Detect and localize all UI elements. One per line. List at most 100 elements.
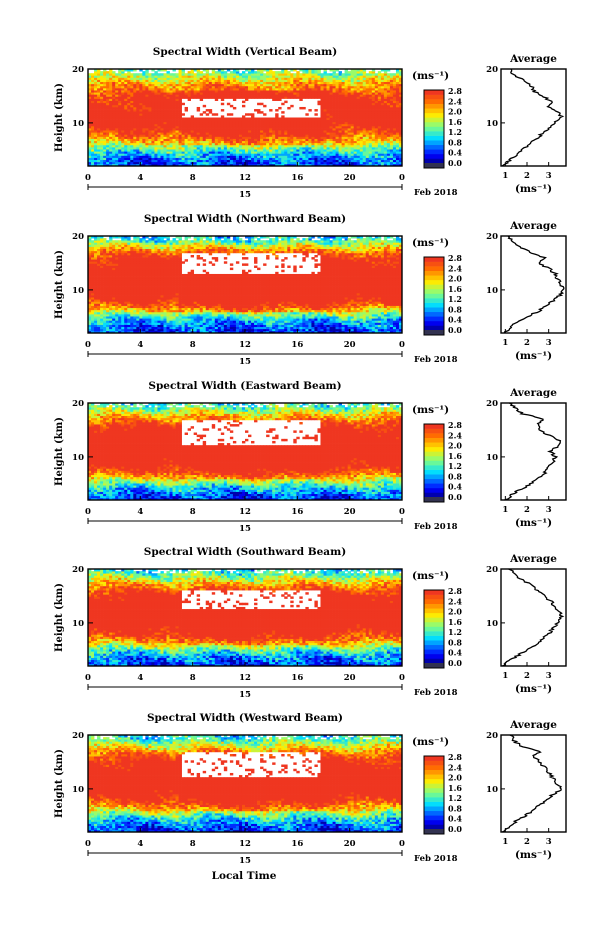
heatmap-cell (339, 101, 342, 103)
x-tick-label: 12 (239, 173, 251, 183)
heatmap-cell (366, 122, 369, 124)
heatmap-cell (142, 107, 145, 109)
heatmap-cell (115, 253, 118, 255)
heatmap-cell (254, 143, 257, 145)
heatmap-cell (351, 73, 354, 75)
heatmap-cell (91, 318, 94, 320)
heatmap-cell (124, 99, 127, 101)
heatmap-cell (324, 113, 327, 115)
heatmap-cell (151, 103, 154, 105)
heatmap-cell (275, 109, 278, 111)
heatmap-cell (170, 103, 173, 105)
heatmap-cell (127, 84, 130, 86)
heatmap-cell (369, 145, 372, 147)
heatmap-cell (148, 128, 151, 130)
heatmap-cell (148, 143, 151, 145)
heatmap-cell (191, 92, 194, 94)
heatmap-cell (103, 147, 106, 149)
heatmap-cell (287, 73, 290, 75)
heatmap-cell (112, 310, 115, 312)
heatmap-cell (100, 107, 103, 109)
heatmap-cell (209, 160, 212, 162)
heatmap-cell (148, 132, 151, 134)
heatmap-cell (369, 90, 372, 92)
heatmap-cell (197, 149, 200, 151)
heatmap-cell (230, 71, 233, 73)
heatmap-cell (239, 96, 242, 98)
heatmap-cell (396, 162, 399, 164)
heatmap-cell (103, 134, 106, 136)
heatmap-cell (118, 118, 121, 120)
heatmap-cell (378, 90, 381, 92)
heatmap-cell (160, 96, 163, 98)
heatmap-cell (290, 151, 293, 153)
heatmap-cell (176, 111, 179, 113)
heatmap-cell (160, 92, 163, 94)
heatmap-cell (293, 132, 296, 134)
heatmap-cell (345, 155, 348, 157)
heatmap-cell (127, 111, 130, 113)
heatmap-cell (230, 84, 233, 86)
heatmap-cell (94, 86, 97, 88)
heatmap-cell (369, 136, 372, 138)
heatmap-cell (100, 75, 103, 77)
heatmap-cell (182, 118, 185, 120)
heatmap-cell (366, 147, 369, 149)
heatmap-cell (109, 249, 112, 251)
heatmap-cell (160, 143, 163, 145)
heatmap-cell (327, 92, 330, 94)
heatmap-cell (296, 160, 299, 162)
heatmap-cell (302, 153, 305, 155)
heatmap-cell (345, 160, 348, 162)
heatmap-cell (396, 115, 399, 117)
heatmap-cell (106, 99, 109, 101)
heatmap-cell (339, 80, 342, 82)
heatmap-cell (91, 92, 94, 94)
heatmap-cell (345, 126, 348, 128)
heatmap-cell (336, 92, 339, 94)
heatmap-cell (103, 251, 106, 253)
heatmap-cell (94, 297, 97, 299)
heatmap-cell (269, 160, 272, 162)
heatmap-cell (109, 293, 112, 295)
heatmap-cell (339, 118, 342, 120)
heatmap-cell (154, 101, 157, 103)
heatmap-cell (369, 122, 372, 124)
heatmap-cell (345, 80, 348, 82)
heatmap-cell (197, 134, 200, 136)
heatmap-cell (363, 162, 366, 164)
heatmap-cell (281, 126, 284, 128)
heatmap-cell (97, 124, 100, 126)
heatmap-cell (130, 115, 133, 117)
heatmap-cell (97, 92, 100, 94)
heatmap-cell (242, 71, 245, 73)
heatmap-cell (130, 149, 133, 151)
heatmap-cell (118, 155, 121, 157)
heatmap-cell (387, 160, 390, 162)
heatmap-cell (109, 261, 112, 263)
heatmap-cell (266, 84, 269, 86)
heatmap-cell (130, 105, 133, 107)
heatmap-cell (314, 96, 317, 98)
heatmap-cell (106, 71, 109, 73)
heatmap-cell (366, 151, 369, 153)
heatmap-cell (179, 82, 182, 84)
heatmap-cell (163, 136, 166, 138)
heatmap-cell (339, 158, 342, 160)
heatmap-cell (163, 143, 166, 145)
heatmap-cell (302, 158, 305, 160)
heatmap-cell (233, 143, 236, 145)
heatmap-cell (254, 96, 257, 98)
heatmap-cell (109, 134, 112, 136)
heatmap-cell (197, 84, 200, 86)
heatmap-cell (381, 82, 384, 84)
heatmap-cell (314, 109, 317, 111)
heatmap-cell (278, 145, 281, 147)
heatmap-cell (390, 80, 393, 82)
heatmap-cell (100, 242, 103, 244)
heatmap-cell (260, 160, 263, 162)
heatmap-cell (230, 151, 233, 153)
heatmap-cell (94, 247, 97, 249)
heatmap-cell (130, 143, 133, 145)
heatmap-cell (278, 71, 281, 73)
